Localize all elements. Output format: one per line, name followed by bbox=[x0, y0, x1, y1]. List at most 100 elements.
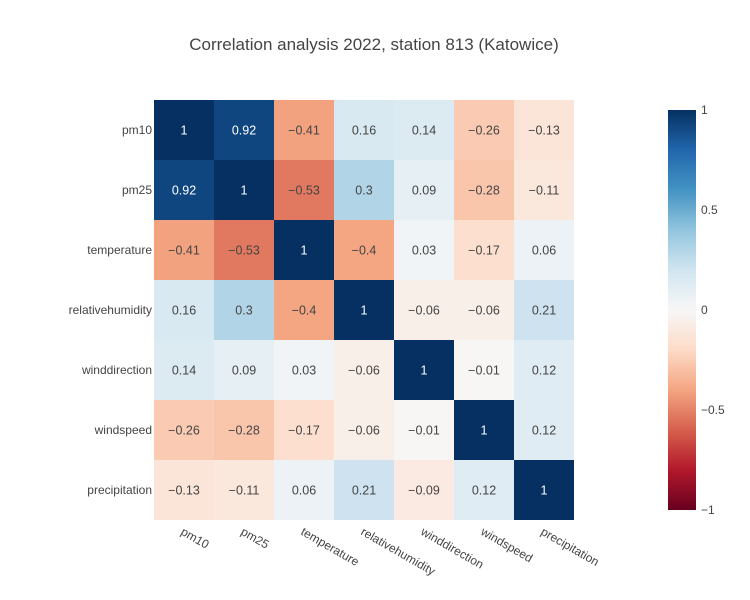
colorbar-tick-label: 0 bbox=[701, 303, 708, 317]
cell-value-label: 0.16 bbox=[352, 124, 376, 138]
cell-value-label: 1 bbox=[541, 484, 548, 498]
heatmap-cell bbox=[454, 340, 514, 400]
x-tick-label: pm25 bbox=[239, 524, 272, 551]
cell-value-label: −0.53 bbox=[228, 244, 260, 258]
cell-value-label: 0.06 bbox=[292, 484, 316, 498]
cell-value-label: −0.11 bbox=[529, 184, 560, 198]
heatmap-cell bbox=[514, 460, 574, 520]
cell-value-label: 0.3 bbox=[235, 304, 252, 318]
cell-value-label: −0.26 bbox=[468, 124, 500, 138]
cell-value-label: −0.01 bbox=[408, 424, 440, 438]
heatmap-cell bbox=[214, 220, 274, 280]
heatmap-cell bbox=[334, 340, 394, 400]
cell-value-label: 0.92 bbox=[232, 124, 256, 138]
y-tick-label: pm25 bbox=[122, 183, 152, 197]
heatmap-cell bbox=[394, 160, 454, 220]
cell-value-label: −0.17 bbox=[468, 244, 500, 258]
cell-value-label: −0.28 bbox=[468, 184, 500, 198]
y-tick-label: precipitation bbox=[87, 483, 152, 497]
heatmap-cell bbox=[274, 160, 334, 220]
colorbar-tick-labels: 1 0.5 0 −0.5 −1 bbox=[701, 103, 725, 517]
heatmap-cell bbox=[154, 400, 214, 460]
heatmap-cell bbox=[394, 100, 454, 160]
heatmap-cell bbox=[274, 340, 334, 400]
heatmap-cell bbox=[214, 400, 274, 460]
heatmap-cell bbox=[214, 340, 274, 400]
cell-value-label: 0.16 bbox=[172, 304, 196, 318]
y-tick-label: relativehumidity bbox=[69, 303, 152, 317]
cell-value-label: 1 bbox=[301, 244, 308, 258]
y-tick-label: temperature bbox=[87, 243, 152, 257]
cell-value-label: 0.12 bbox=[472, 484, 496, 498]
heatmap-cell bbox=[334, 280, 394, 340]
heatmap-cell bbox=[514, 400, 574, 460]
heatmap-cell bbox=[514, 220, 574, 280]
cell-value-label: 0.92 bbox=[172, 184, 196, 198]
heatmap-cell bbox=[214, 460, 274, 520]
heatmap-cell bbox=[154, 280, 214, 340]
cell-value-label: −0.28 bbox=[228, 424, 260, 438]
heatmap-cell bbox=[154, 220, 214, 280]
cell-value-label: 1 bbox=[421, 364, 428, 378]
cell-value-label: 1 bbox=[241, 184, 248, 198]
heatmap-cell bbox=[334, 160, 394, 220]
cell-value-label: 0.03 bbox=[412, 244, 436, 258]
cell-value-label: −0.06 bbox=[348, 364, 380, 378]
x-tick-label: pm10 bbox=[179, 524, 212, 551]
heatmap-cell bbox=[274, 400, 334, 460]
cell-value-label: 0.12 bbox=[532, 424, 556, 438]
cell-value-label: −0.4 bbox=[292, 304, 317, 318]
heatmap-cell bbox=[394, 400, 454, 460]
x-tick-label: temperature bbox=[299, 524, 362, 569]
heatmap-cell bbox=[214, 160, 274, 220]
cell-value-label: 1 bbox=[481, 424, 488, 438]
cell-value-label: 0.12 bbox=[532, 364, 556, 378]
cell-value-label: 1 bbox=[361, 304, 368, 318]
heatmap-cell bbox=[274, 220, 334, 280]
heatmap-cell bbox=[454, 400, 514, 460]
y-tick-label: pm10 bbox=[122, 123, 152, 137]
heatmap-cell bbox=[454, 100, 514, 160]
colorbar-tick-label: 0.5 bbox=[701, 203, 718, 217]
heatmap-cell bbox=[454, 460, 514, 520]
cell-value-label: −0.01 bbox=[468, 364, 500, 378]
chart-title: Correlation analysis 2022, station 813 (… bbox=[189, 35, 558, 54]
heatmap-cell bbox=[274, 460, 334, 520]
cell-value-label: −0.4 bbox=[352, 244, 377, 258]
y-tick-label: windspeed bbox=[94, 423, 152, 437]
heatmap-cell bbox=[394, 460, 454, 520]
heatmap-cell bbox=[394, 340, 454, 400]
heatmap-cell bbox=[154, 160, 214, 220]
cell-value-label: 0.06 bbox=[532, 244, 556, 258]
cell-value-label: 0.3 bbox=[355, 184, 372, 198]
heatmap-cell bbox=[454, 220, 514, 280]
heatmap-cell bbox=[154, 340, 214, 400]
cell-value-label: −0.11 bbox=[229, 484, 260, 498]
cell-value-label: −0.06 bbox=[468, 304, 500, 318]
cell-value-label: −0.17 bbox=[288, 424, 320, 438]
cell-value-label: −0.41 bbox=[288, 124, 320, 138]
x-tick-label: precipitation bbox=[539, 524, 602, 568]
heatmap-cell bbox=[214, 280, 274, 340]
cell-value-label: −0.53 bbox=[288, 184, 320, 198]
heatmap-cell bbox=[394, 220, 454, 280]
colorbar-gradient bbox=[668, 110, 696, 510]
cell-value-label: −0.06 bbox=[408, 304, 440, 318]
heatmap-cell bbox=[394, 280, 454, 340]
cell-value-label: −0.09 bbox=[408, 484, 440, 498]
heatmap-cell bbox=[334, 400, 394, 460]
heatmap-cell bbox=[214, 100, 274, 160]
cell-value-label: 0.21 bbox=[352, 484, 376, 498]
heatmap-cell bbox=[454, 160, 514, 220]
heatmap-cell bbox=[514, 100, 574, 160]
y-tick-label: winddirection bbox=[81, 363, 152, 377]
cell-value-label: −0.06 bbox=[348, 424, 380, 438]
cell-value-label: 0.09 bbox=[232, 364, 256, 378]
heatmap-cell bbox=[274, 100, 334, 160]
heatmap-cell bbox=[274, 280, 334, 340]
colorbar: 1 0.5 0 −0.5 −1 bbox=[668, 103, 725, 517]
heatmap-cell bbox=[154, 460, 214, 520]
cell-value-label: 1 bbox=[181, 124, 188, 138]
cell-value-label: 0.21 bbox=[532, 304, 556, 318]
